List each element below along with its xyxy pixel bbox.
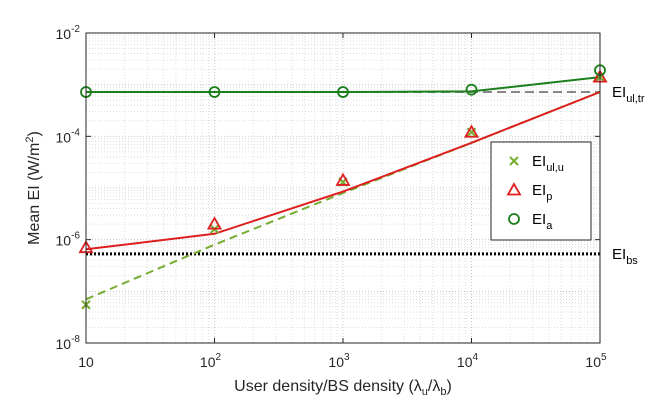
y-tick-label: 10-8 [56,334,81,352]
y-axis-label: Mean EI (W/m2) [24,131,43,245]
legend-marker-p [506,182,522,196]
tick-marks [85,32,601,344]
x-tick-label: 10 [78,354,94,370]
legend-marker-ul-u [509,156,519,166]
legend: EIul,u EIp EIa [490,141,592,241]
series-line-p [85,91,601,251]
marker-a [208,86,221,98]
x-axis-label: User density/BS density (λu/λb) [234,378,452,398]
series-lines [85,76,601,301]
y-tick-labels: 10-8 10-6 10-4 10-2 [56,24,81,352]
series-line-a [86,76,601,93]
legend-marker-a [508,213,520,225]
marker-p [463,124,480,138]
y-tick-label: 10-2 [56,24,81,42]
x-tick-label: 105 [585,352,607,370]
ref-label-ul-tr: EIul,tr [612,84,645,105]
y-tick-label: 10-6 [56,231,81,249]
x-tick-label: 103 [328,352,350,370]
marker-a [465,83,478,96]
y-tick-label: 10-4 [56,127,81,145]
reference-labels: EIul,tr EIbs [612,84,645,267]
marker-p [335,172,351,186]
legend-label-p: EIp [532,182,552,203]
legend-label-ul-u: EIul,u [532,153,564,174]
x-tick-labels: 10 102 103 104 105 [78,352,607,370]
x-tick-label: 102 [200,352,222,370]
x-tick-label: 104 [457,352,479,370]
legend-label-a: EIa [532,211,553,232]
legend-box [490,141,592,241]
marker-p [206,216,223,230]
marker-a [337,86,349,98]
legend-marker-ul-u-stroke-b [509,156,519,166]
ref-label-bs: EIbs [612,246,638,267]
